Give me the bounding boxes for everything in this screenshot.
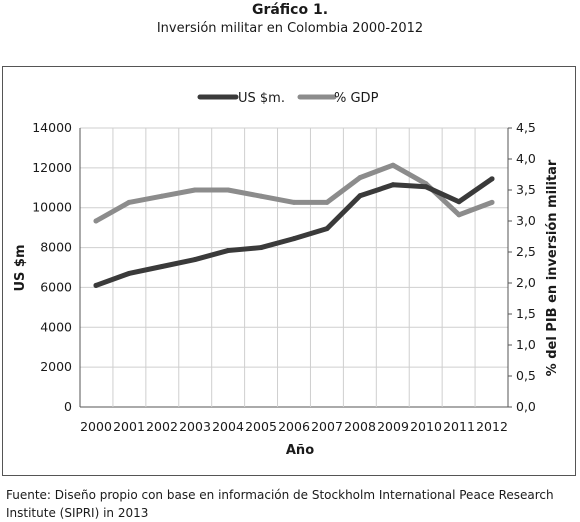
- y-tick-label: 2000: [40, 359, 72, 374]
- figure-subtitle: Inversión militar en Colombia 2000-2012: [156, 21, 424, 36]
- x-tick-label: 2004: [212, 419, 244, 434]
- data-point-gdp: [357, 175, 363, 181]
- x-tick-label: 2000: [80, 419, 112, 434]
- data-point-gdp: [93, 218, 99, 224]
- y2-axis-title: % del PIB en inversión militar: [545, 159, 560, 376]
- data-point-us: [225, 248, 231, 254]
- x-tick-label: 2003: [179, 419, 211, 434]
- data-point-gdp: [159, 193, 165, 199]
- legend-label-gdp: % GDP: [334, 91, 379, 106]
- data-point-us: [324, 226, 330, 232]
- y2-tick-label: 2,5: [516, 244, 536, 259]
- x-tick-label: 2001: [113, 419, 145, 434]
- y2-tick-label: 0,0: [516, 399, 536, 414]
- x-tick-label: 2012: [476, 419, 508, 434]
- x-tick-label: 2011: [443, 419, 475, 434]
- data-point-gdp: [324, 199, 330, 205]
- data-point-us: [126, 270, 132, 276]
- source-note: Fuente: Diseño propio con base en inform…: [6, 488, 554, 520]
- data-point-us: [291, 236, 297, 242]
- y-tick-label: 0: [64, 399, 72, 414]
- data-point-us: [390, 182, 396, 188]
- y2-tick-label: 1,5: [516, 306, 536, 321]
- data-point-us: [258, 245, 264, 251]
- data-point-gdp: [192, 187, 198, 193]
- y2-tick-label: 3,5: [516, 182, 536, 197]
- x-tick-label: 2007: [311, 419, 343, 434]
- gridlines: [79, 127, 512, 408]
- x-tick-label: 2002: [146, 419, 178, 434]
- data-point-us: [192, 257, 198, 263]
- x-tick-label: 2005: [245, 419, 277, 434]
- data-point-gdp: [258, 193, 264, 199]
- data-point-us: [423, 184, 429, 190]
- data-point-gdp: [456, 212, 462, 218]
- series-line-gdp: [93, 162, 495, 224]
- x-tick-label: 2006: [278, 419, 310, 434]
- legend-label-us: US $m.: [238, 91, 285, 106]
- y2-tick-label: 1,0: [516, 337, 536, 352]
- y-tick-label: 4000: [40, 319, 72, 334]
- series-line-us: [93, 176, 495, 288]
- y2-tick-label: 4,5: [516, 120, 536, 135]
- data-point-us: [159, 264, 165, 270]
- data-point-gdp: [126, 199, 132, 205]
- data-point-gdp: [291, 199, 297, 205]
- x-tick-label: 2009: [377, 419, 409, 434]
- data-point-gdp: [489, 199, 495, 205]
- y2-tick-label: 3,0: [516, 213, 536, 228]
- data-point-us: [456, 199, 462, 205]
- data-point-us: [357, 193, 363, 199]
- x-axis-title: Año: [286, 443, 314, 458]
- x-tick-label: 2010: [410, 419, 442, 434]
- x-tick-label: 2008: [344, 419, 376, 434]
- y-tick-label: 10000: [32, 200, 72, 215]
- y-tick-label: 6000: [40, 279, 72, 294]
- figure-title: Gráfico 1.: [251, 2, 329, 18]
- y-tick-label: 8000: [40, 240, 72, 255]
- y-tick-label: 12000: [32, 160, 72, 175]
- chart-frame: [2, 66, 576, 476]
- data-point-us: [93, 282, 99, 288]
- y2-tick-label: 2,0: [516, 275, 536, 290]
- series-lines: [93, 162, 495, 288]
- y-tick-label: 14000: [32, 120, 72, 135]
- y2-tick-label: 0,5: [516, 368, 536, 383]
- y2-tick-label: 4,0: [516, 151, 536, 166]
- y-axis-title: US $m: [13, 244, 28, 291]
- data-point-us: [489, 176, 495, 182]
- data-point-gdp: [390, 162, 396, 168]
- legend: US $m. % GDP: [197, 91, 379, 106]
- data-point-gdp: [225, 187, 231, 193]
